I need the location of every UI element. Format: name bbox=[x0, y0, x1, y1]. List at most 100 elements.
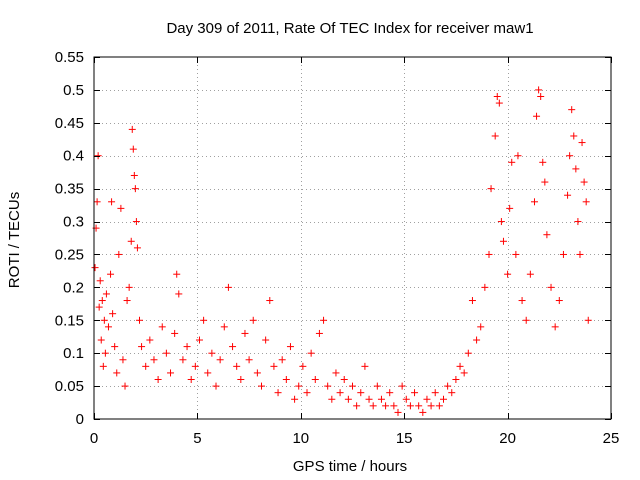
data-point bbox=[448, 389, 456, 397]
data-point bbox=[444, 382, 452, 390]
data-point bbox=[216, 356, 224, 364]
data-point bbox=[431, 389, 439, 397]
data-point bbox=[245, 356, 253, 364]
data-point bbox=[328, 395, 336, 403]
y-tick-label: 0.15 bbox=[55, 312, 84, 329]
data-point bbox=[584, 316, 592, 324]
data-point bbox=[128, 125, 136, 133]
data-point bbox=[353, 402, 361, 410]
data-point bbox=[574, 218, 582, 226]
data-point bbox=[559, 250, 567, 258]
y-tick-label: 0.5 bbox=[63, 82, 84, 99]
x-tick-labels: 0 5 10 15 20 25 bbox=[90, 430, 620, 447]
data-point bbox=[127, 237, 135, 245]
data-point bbox=[95, 303, 103, 311]
data-point bbox=[258, 382, 266, 390]
data-point bbox=[278, 356, 286, 364]
plot-frame bbox=[93, 56, 612, 420]
data-point bbox=[115, 250, 123, 258]
y-tick-label: 0.3 bbox=[63, 214, 84, 231]
data-point bbox=[514, 152, 522, 160]
y-tick-label: 0.2 bbox=[63, 279, 84, 296]
y-tick-label: 0.25 bbox=[55, 246, 84, 263]
data-point bbox=[499, 237, 507, 245]
data-point bbox=[93, 198, 101, 206]
data-point bbox=[150, 356, 158, 364]
data-point bbox=[282, 376, 290, 384]
data-point bbox=[572, 165, 580, 173]
x-tick-label: 15 bbox=[396, 430, 413, 447]
data-point bbox=[132, 218, 140, 226]
data-point bbox=[96, 277, 104, 285]
data-point bbox=[415, 402, 423, 410]
data-point bbox=[98, 297, 106, 305]
data-point bbox=[212, 382, 220, 390]
data-point bbox=[200, 316, 208, 324]
data-point bbox=[167, 369, 175, 377]
data-point bbox=[262, 336, 270, 344]
data-point bbox=[102, 290, 110, 298]
y-tick-label: 0 bbox=[76, 411, 84, 428]
data-point bbox=[233, 362, 241, 370]
data-points bbox=[91, 86, 592, 416]
data-point bbox=[117, 204, 125, 212]
data-point bbox=[551, 323, 559, 331]
data-point bbox=[349, 382, 356, 390]
data-point bbox=[398, 382, 406, 390]
data-point bbox=[249, 316, 257, 324]
data-point bbox=[530, 198, 538, 206]
data-point bbox=[539, 158, 547, 166]
data-point bbox=[582, 198, 590, 206]
data-point bbox=[508, 158, 516, 166]
data-point bbox=[460, 369, 468, 377]
data-point bbox=[241, 329, 249, 337]
axis-ticks bbox=[94, 57, 612, 420]
data-point bbox=[555, 297, 563, 305]
data-point bbox=[580, 178, 588, 186]
data-point bbox=[533, 112, 541, 120]
data-point bbox=[390, 402, 398, 410]
data-point bbox=[452, 376, 460, 384]
data-point bbox=[204, 369, 212, 377]
x-tick-label: 20 bbox=[499, 430, 516, 447]
data-point bbox=[365, 395, 373, 403]
data-point bbox=[187, 376, 195, 384]
data-point bbox=[361, 362, 369, 370]
data-point bbox=[158, 323, 166, 331]
data-point bbox=[146, 336, 154, 344]
data-point bbox=[332, 369, 340, 377]
data-point bbox=[406, 402, 414, 410]
data-point bbox=[274, 389, 282, 397]
data-point bbox=[175, 290, 183, 298]
data-point bbox=[473, 336, 481, 344]
data-point bbox=[487, 185, 495, 193]
data-point bbox=[123, 297, 131, 305]
data-point bbox=[270, 362, 278, 370]
data-point bbox=[307, 349, 315, 357]
data-point bbox=[111, 343, 119, 351]
y-axis-label: ROTI / TECUs bbox=[6, 192, 23, 288]
data-point bbox=[497, 218, 505, 226]
y-tick-label: 0.1 bbox=[63, 345, 84, 362]
data-point bbox=[386, 389, 394, 397]
data-point bbox=[129, 145, 137, 153]
data-point bbox=[104, 323, 112, 331]
data-point bbox=[171, 329, 179, 337]
data-point bbox=[411, 389, 419, 397]
data-point bbox=[394, 408, 402, 416]
data-point bbox=[402, 395, 410, 403]
data-point bbox=[578, 139, 586, 147]
data-point bbox=[377, 395, 385, 403]
data-point bbox=[138, 343, 146, 351]
y-tick-label: 0.45 bbox=[55, 115, 84, 132]
data-point bbox=[315, 329, 323, 337]
data-point bbox=[369, 402, 377, 410]
data-point bbox=[576, 250, 584, 258]
data-point bbox=[99, 362, 107, 370]
data-point bbox=[119, 356, 127, 364]
data-point bbox=[537, 92, 545, 100]
data-point bbox=[97, 336, 105, 344]
data-point bbox=[481, 283, 489, 291]
